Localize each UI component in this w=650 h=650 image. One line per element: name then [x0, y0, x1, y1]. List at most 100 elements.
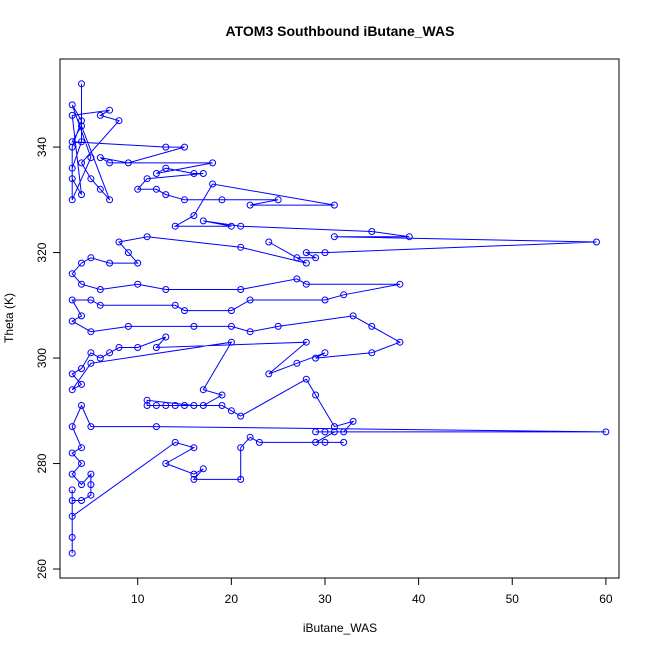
data-point-3	[68, 196, 76, 204]
data-point-66	[134, 280, 142, 288]
data-point-157	[237, 444, 245, 452]
data-point-134	[78, 402, 85, 409]
data-point-61	[87, 254, 95, 262]
data-point-71	[396, 280, 404, 288]
data-point-125	[312, 391, 320, 399]
data-point-124	[302, 375, 310, 383]
data-point-101	[115, 344, 123, 351]
series-points	[68, 80, 610, 557]
data-point-126	[330, 423, 338, 431]
data-point-69	[293, 275, 301, 283]
data-point-27	[162, 164, 170, 172]
data-point-92	[368, 349, 376, 357]
y-axis: 260 280 300 320 340	[35, 137, 61, 579]
data-point-104	[87, 349, 95, 357]
data-point-87	[246, 328, 254, 336]
x-tick-label-60: 60	[599, 592, 613, 606]
x-tick-label-10: 10	[131, 592, 145, 606]
data-point-116	[162, 402, 170, 409]
data-point-41	[171, 222, 179, 230]
data-point-86	[227, 322, 235, 330]
data-point-156	[237, 475, 245, 483]
data-point-85	[190, 322, 198, 330]
y-tick-label-340: 340	[35, 137, 49, 157]
data-point-50	[302, 249, 310, 257]
x-tick-label-30: 30	[318, 592, 332, 606]
data-point-48	[593, 238, 600, 246]
series-line-0	[71, 83, 606, 554]
data-point-60	[106, 259, 114, 267]
data-point-49	[321, 249, 329, 257]
data-point-117	[152, 402, 160, 409]
x-tick-label-40: 40	[412, 592, 426, 606]
y-tick-label-320: 320	[35, 242, 49, 262]
data-point-130	[312, 428, 320, 436]
data-point-26	[152, 170, 160, 177]
data-point-11	[106, 106, 114, 114]
data-point-28	[190, 170, 198, 177]
data-point-58	[124, 249, 132, 257]
data-point-122	[227, 407, 235, 415]
data-point-159	[255, 438, 263, 446]
data-point-133	[87, 423, 95, 431]
data-point-1	[78, 138, 85, 146]
data-point-123	[237, 412, 245, 420]
data-point-90	[368, 322, 376, 330]
data-point-53	[265, 238, 273, 246]
data-point-111	[199, 386, 207, 394]
data-point-35	[218, 196, 226, 204]
data-point-118	[143, 402, 151, 409]
data-point-62	[78, 259, 85, 267]
data-point-32	[152, 185, 160, 193]
data-point-45	[368, 228, 376, 235]
data-point-154	[199, 465, 207, 473]
data-point-91	[396, 338, 404, 346]
data-point-65	[96, 286, 104, 293]
data-point-136	[78, 444, 85, 452]
plot-frame	[59, 58, 620, 579]
data-point-153	[190, 470, 198, 478]
data-point-115	[171, 402, 179, 409]
data-point-84	[124, 322, 132, 330]
data-point-0	[78, 80, 85, 88]
y-tick-label-300: 300	[35, 348, 49, 368]
y-tick-label-260: 260	[35, 559, 49, 579]
data-point-113	[199, 402, 207, 409]
data-point-158	[246, 433, 254, 441]
data-point-40	[190, 212, 198, 220]
data-point-64	[78, 280, 85, 288]
data-point-132	[152, 423, 160, 431]
data-point-67	[162, 286, 170, 293]
data-point-79	[87, 296, 95, 304]
data-point-95	[293, 359, 301, 367]
data-point-162	[312, 438, 320, 446]
data-point-54	[302, 259, 310, 267]
data-point-72	[340, 291, 348, 299]
data-point-34	[181, 196, 188, 204]
data-point-33	[162, 191, 170, 199]
data-point-38	[330, 201, 338, 209]
data-point-82	[68, 317, 76, 325]
data-point-36	[274, 196, 282, 204]
data-point-13	[115, 117, 123, 125]
data-point-102	[106, 349, 114, 357]
data-point-144	[78, 497, 85, 504]
data-point-19	[68, 138, 76, 146]
x-tick-label-50: 50	[506, 592, 520, 606]
data-point-147	[68, 533, 76, 541]
data-point-141	[87, 470, 95, 478]
data-point-52	[293, 254, 301, 262]
data-point-150	[171, 438, 179, 446]
x-axis: 10 20 30 40 50 60	[131, 577, 613, 606]
data-point-10	[68, 111, 76, 119]
data-point-108	[68, 386, 76, 394]
data-point-23	[96, 154, 104, 162]
data-point-4	[87, 154, 95, 162]
data-point-163	[330, 428, 338, 436]
data-point-148	[68, 549, 76, 557]
data-point-18	[78, 122, 85, 130]
data-point-21	[181, 143, 188, 151]
data-point-114	[181, 402, 188, 409]
data-point-44	[237, 222, 245, 230]
